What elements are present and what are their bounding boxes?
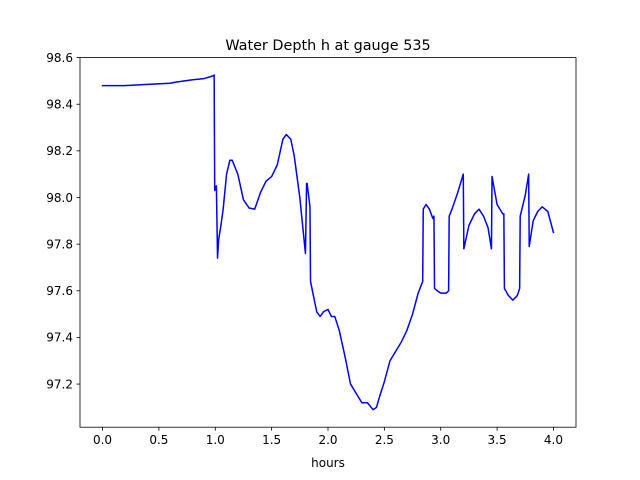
y-tick-label: 98.4 — [46, 98, 73, 112]
x-tick-label: 4.0 — [544, 433, 563, 447]
x-tick-label: 3.5 — [488, 433, 507, 447]
series-layer — [101, 74, 555, 411]
x-tick-label: 2.5 — [375, 433, 394, 447]
x-tick-label: 1.5 — [262, 433, 281, 447]
x-axis: 0.0 0.5 1.0 1.5 2.0 2.5 3.0 3.5 4.0 — [93, 427, 563, 447]
x-tick-label: 2.0 — [318, 433, 337, 447]
y-tick-label: 97.8 — [46, 237, 73, 251]
plot-area — [80, 57, 576, 428]
y-tick-label: 97.6 — [46, 284, 73, 298]
y-axis: 97.2 97.4 97.6 97.8 98.0 98.2 98.4 98.6 — [46, 51, 80, 391]
y-tick-label: 97.2 — [46, 377, 73, 391]
x-axis-label: hours — [311, 456, 345, 470]
x-tick-label: 3.0 — [431, 433, 450, 447]
x-tick-label: 1.0 — [206, 433, 225, 447]
x-tick-label: 0.5 — [149, 433, 168, 447]
series-line-0 — [101, 74, 555, 411]
y-tick-label: 97.4 — [46, 331, 73, 345]
x-tick-label: 0.0 — [93, 433, 112, 447]
y-tick-label: 98.0 — [46, 191, 73, 205]
chart-title: Water Depth h at gauge 535 — [225, 38, 430, 54]
y-tick-label: 98.2 — [46, 144, 73, 158]
y-tick-label: 98.6 — [46, 51, 73, 65]
